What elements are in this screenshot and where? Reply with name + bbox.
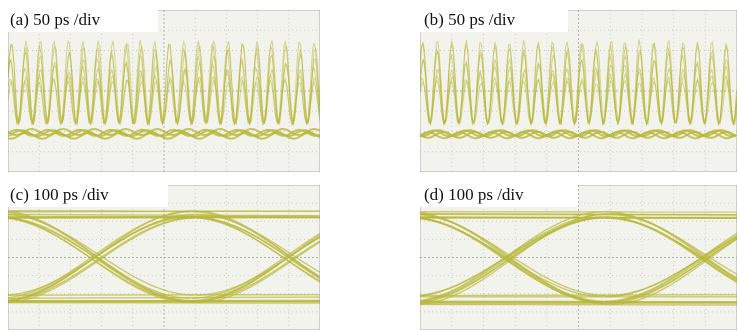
panel-label: (c) 100 ps /div [10, 185, 109, 204]
trace [8, 218, 320, 219]
trace [420, 295, 737, 296]
panels [0, 10, 737, 330]
trace [0, 214, 1, 295]
trace [0, 214, 1, 295]
scope-panel [420, 10, 737, 172]
figure: (a) 50 ps /div (b) 50 ps /div (c) 100 ps… [0, 0, 737, 330]
trace [0, 218, 1, 303]
panel-label: (a) 50 ps /div [10, 10, 101, 29]
trace [420, 301, 737, 302]
trace [0, 218, 1, 303]
panel-label: (d) 100 ps /div [424, 185, 524, 204]
scope-panel [8, 10, 320, 172]
trace [420, 214, 737, 215]
panel-label: (b) 50 ps /div [424, 10, 516, 29]
trace [420, 304, 737, 305]
